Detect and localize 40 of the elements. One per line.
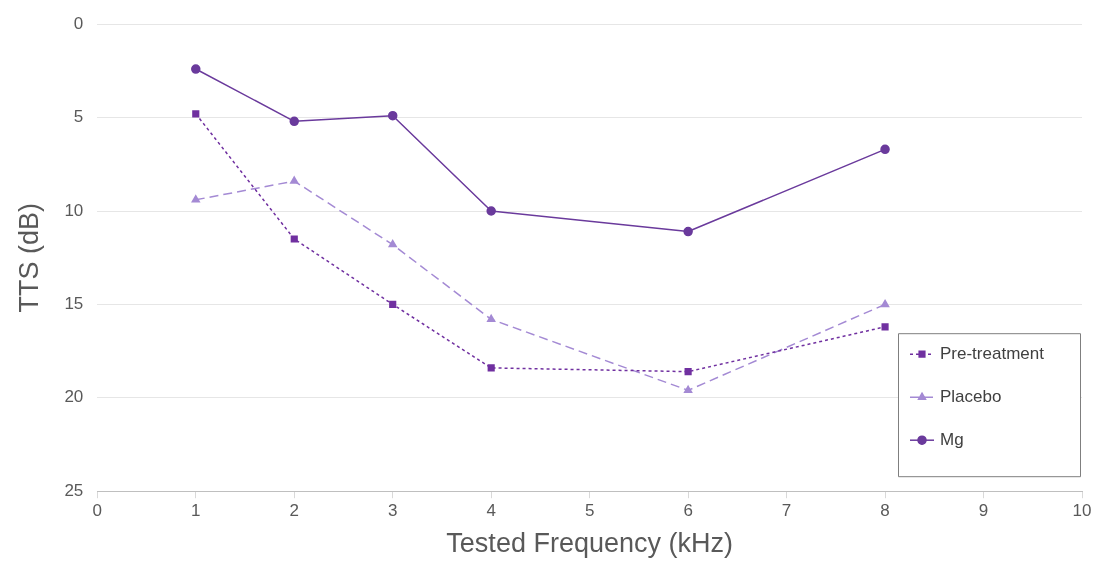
x-tick-label: 2 — [289, 501, 299, 521]
y-tick-label: 20 — [64, 387, 84, 407]
point — [880, 144, 890, 155]
legend-label: Mg — [940, 429, 964, 449]
x-tick-label: 8 — [880, 501, 890, 521]
y-tick-label: 15 — [64, 294, 84, 314]
point — [683, 385, 693, 394]
point — [387, 110, 398, 121]
point — [683, 226, 693, 237]
point — [388, 239, 397, 248]
x-tick-label: 10 — [1072, 501, 1092, 521]
point — [880, 299, 890, 308]
point — [191, 195, 200, 203]
y-tick-label: 0 — [73, 13, 84, 33]
point — [487, 364, 495, 372]
point — [290, 235, 298, 243]
point — [881, 323, 889, 331]
x-tick-label: 4 — [486, 501, 496, 521]
x-tick-label: 3 — [387, 501, 398, 521]
x-tick-label: 5 — [584, 501, 595, 521]
x-tick-label: 7 — [781, 501, 792, 521]
x-tick-label: 1 — [191, 501, 201, 521]
legend-label: Pre-treatment — [940, 343, 1045, 363]
point — [191, 64, 201, 74]
point — [486, 206, 496, 216]
x-tick-label: 9 — [978, 501, 989, 521]
y-tick-label: 10 — [64, 200, 84, 220]
x-tick-label: 6 — [683, 501, 693, 521]
x-tick-label: 0 — [92, 501, 103, 521]
x-axis-title: Tested Frequency (kHz) — [446, 528, 733, 559]
y-tick-label: 25 — [64, 480, 84, 500]
point — [289, 116, 299, 127]
point — [192, 110, 200, 118]
point — [684, 368, 692, 376]
y-tick-label: 5 — [73, 107, 84, 127]
point — [486, 314, 496, 323]
legend-label: Placebo — [940, 386, 1002, 406]
y-axis-title: TTS (dB) — [13, 202, 44, 313]
point — [290, 176, 299, 184]
point — [389, 300, 397, 308]
